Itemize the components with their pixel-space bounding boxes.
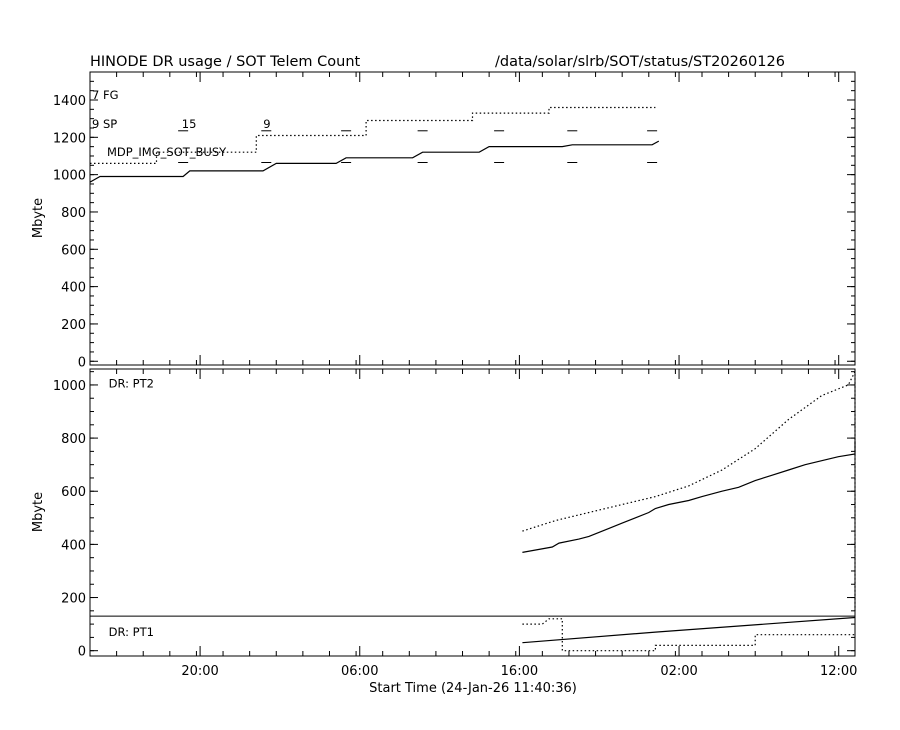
x-tick-label: 06:00 <box>341 664 378 679</box>
bottom-annotations: DR: PT2 DR: PT1 <box>109 377 154 639</box>
x-tick-label: 20:00 <box>181 664 218 679</box>
x-tick-label: 12:00 <box>820 664 857 679</box>
y-tick-label: 0 <box>78 645 86 660</box>
top-series-group <box>89 106 660 183</box>
bottom-panel-frame <box>89 368 856 657</box>
data-path: /data/solar/slrb/SOT/status/ST20260126 <box>495 54 785 70</box>
y-tick-label: 1200 <box>53 131 86 146</box>
top-panel-frame <box>89 71 856 366</box>
x-tick-label: 02:00 <box>660 664 697 679</box>
dotted-series-line <box>522 371 856 611</box>
y-tick-label: 1000 <box>53 169 86 184</box>
annotation-label: DR: PT1 <box>109 625 154 639</box>
bottom-y-axis-label: Mbyte <box>31 492 46 532</box>
top-panel: 0 200 400 600 800 1000 1200 1400 Mbyte 7 FG 9 SP… <box>31 71 856 370</box>
bottom-y-axis: 0 200 400 600 800 1000 <box>53 371 855 660</box>
y-tick-label: 200 <box>61 592 86 607</box>
solid-series-line <box>89 140 660 183</box>
bottom-series-group <box>522 371 856 652</box>
annotation-label: 15 <box>182 117 197 131</box>
solid-series-line <box>522 440 856 553</box>
annotation-label: 9 SP <box>92 117 117 131</box>
y-tick-label: 200 <box>61 318 86 333</box>
y-tick-label: 800 <box>61 432 86 447</box>
y-tick-label: 600 <box>61 243 86 258</box>
solid-series-line <box>522 616 856 644</box>
annotation-label: 9 <box>263 117 270 131</box>
y-tick-label: 1000 <box>53 379 86 394</box>
dotted-series-line <box>522 618 855 652</box>
annotation-label: 7 FG <box>92 88 119 102</box>
annotation-label: MDP_IMG_SOT_BUSY <box>107 145 227 159</box>
y-tick-label: 400 <box>61 538 86 553</box>
y-tick-label: 600 <box>61 485 86 500</box>
top-markers <box>178 130 658 164</box>
x-tick-label: 16:00 <box>501 664 538 679</box>
x-axis-label: Start Time (24-Jan-26 11:40:36) <box>369 681 577 696</box>
chart-title: HINODE DR usage / SOT Telem Count <box>90 54 361 70</box>
bottom-x-axis: 20:00 06:00 16:00 02:00 12:00 <box>89 369 857 679</box>
annotation-label: DR: PT2 <box>109 377 154 391</box>
top-annotations: 7 FG 9 SP 15 9 MDP_IMG_SOT_BUSY <box>92 88 271 159</box>
top-y-axis: 0 200 400 600 800 1000 1200 1400 <box>53 71 855 370</box>
top-y-axis-label: Mbyte <box>31 198 46 238</box>
bottom-panel: 0 200 400 600 800 1000 20:00 06:00 16:00 02:00 12… <box>31 368 857 696</box>
y-tick-label: 0 <box>78 355 86 370</box>
y-tick-label: 800 <box>61 206 86 221</box>
y-tick-label: 1400 <box>53 94 86 109</box>
y-tick-label: 400 <box>61 281 86 296</box>
